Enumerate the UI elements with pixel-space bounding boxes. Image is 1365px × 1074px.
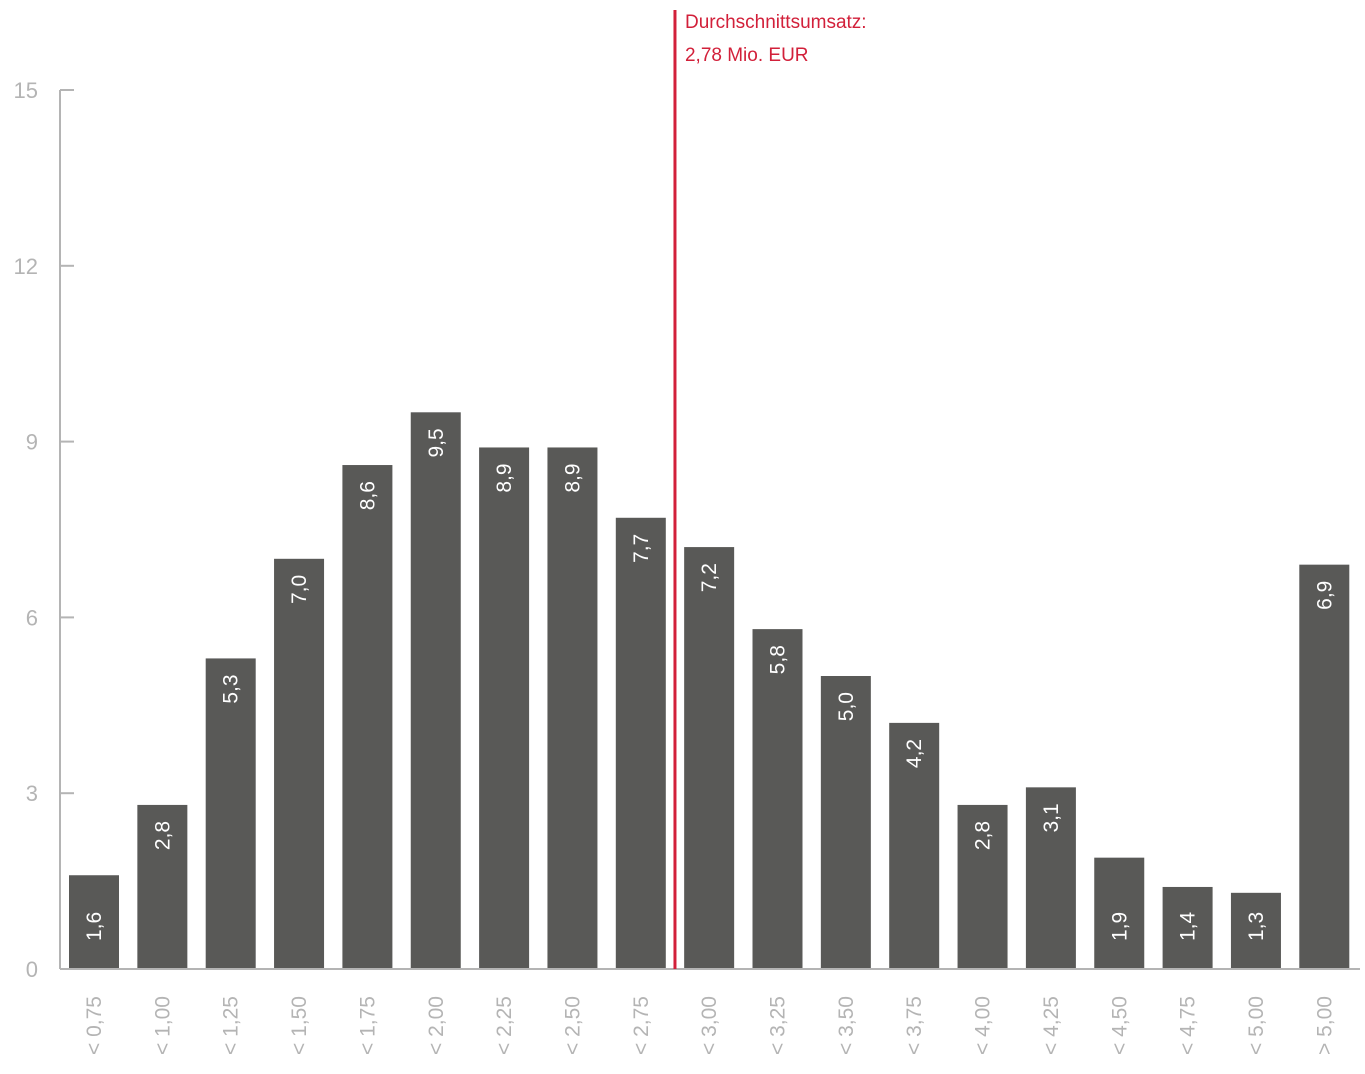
y-tick-label: 9 <box>26 430 38 455</box>
bar <box>547 447 598 970</box>
bar <box>274 558 325 969</box>
bar <box>205 658 256 969</box>
bar-value-label: 8,6 <box>356 481 379 510</box>
x-category-label: < 1,00 <box>151 996 174 1055</box>
y-axis: 0 3 6 9 12 15 <box>14 78 74 982</box>
x-category-label: < 2,75 <box>630 996 653 1055</box>
x-category-label: < 4,25 <box>1040 996 1063 1055</box>
bar <box>342 465 393 969</box>
bar-value-label: 1,6 <box>83 912 106 941</box>
bar-value-label: 7,2 <box>698 563 721 592</box>
bar-value-label: 2,8 <box>151 821 174 850</box>
annotation-label-line2: 2,78 Mio. EUR <box>685 45 809 66</box>
bar-value-label: 5,0 <box>835 692 858 721</box>
value-labels: 1,6 2,8 5,3 7,0 8,6 9,5 8,9 8,9 7,7 7,2 5,8 5,0 4,2 2… <box>83 428 1336 941</box>
bar <box>69 875 119 969</box>
y-tick-label: 12 <box>14 254 38 279</box>
bar-value-label: 7,7 <box>630 534 653 563</box>
bar <box>684 547 735 969</box>
bar-value-label: 4,2 <box>903 739 926 768</box>
x-category-label: < 2,25 <box>493 996 516 1055</box>
bar-value-label: 1,3 <box>1245 912 1268 941</box>
x-category-label: < 1,75 <box>356 996 379 1055</box>
x-category-label: < 1,25 <box>220 996 243 1055</box>
bar-value-label: 8,9 <box>561 463 584 492</box>
bar <box>1230 892 1281 969</box>
bar <box>1299 564 1350 969</box>
bar <box>410 412 461 969</box>
bar <box>957 804 1008 969</box>
annotation-label-line1: Durchschnittsumsatz: <box>685 12 867 33</box>
y-tick-label: 15 <box>14 78 38 103</box>
average-annotation: Durchschnittsumsatz: 2,78 Mio. EUR <box>673 10 867 969</box>
x-category-label: < 4,50 <box>1108 996 1131 1055</box>
bar <box>752 629 803 969</box>
bar-value-label: 8,9 <box>493 463 516 492</box>
x-category-label: < 4,75 <box>1177 996 1200 1055</box>
x-category-label: < 3,25 <box>767 996 790 1055</box>
bar <box>1025 787 1076 969</box>
x-category-label: < 0,75 <box>83 996 106 1055</box>
x-category-label: < 4,00 <box>972 996 995 1055</box>
bar-value-label: 9,5 <box>425 428 448 457</box>
bar <box>889 722 940 969</box>
bar-value-label: 2,8 <box>972 821 995 850</box>
x-category-label: > 5,00 <box>1313 996 1336 1055</box>
bar <box>820 676 871 969</box>
bar-value-label: 7,0 <box>288 575 311 604</box>
bar-value-label: 6,9 <box>1313 581 1336 610</box>
x-category-label: < 3,50 <box>835 996 858 1055</box>
x-category-label: < 3,00 <box>698 996 721 1055</box>
x-category-label: < 2,00 <box>425 996 448 1055</box>
x-axis: < 0,75 < 1,00 < 1,25 < 1,50 < 1,75 < 2,00 < 2,… <box>60 968 1360 1055</box>
bar <box>479 447 530 970</box>
bar-value-label: 5,8 <box>767 645 790 674</box>
bar <box>615 517 666 969</box>
bar-value-label: 1,4 <box>1177 911 1200 941</box>
bar-value-label: 5,3 <box>220 674 243 703</box>
y-tick-label: 0 <box>26 957 38 982</box>
bar-value-label: 1,9 <box>1108 912 1131 941</box>
bars <box>69 412 1350 970</box>
y-tick-label: 3 <box>26 781 38 806</box>
bar-value-label: 3,1 <box>1040 803 1063 832</box>
x-category-label: < 3,75 <box>903 996 926 1055</box>
y-tick-label: 6 <box>26 605 38 630</box>
bar <box>1094 857 1145 969</box>
bar <box>1162 886 1213 969</box>
x-category-label: < 1,50 <box>288 996 311 1055</box>
x-category-label: < 5,00 <box>1245 996 1268 1055</box>
x-category-label: < 2,50 <box>561 996 584 1055</box>
bar <box>137 804 188 969</box>
